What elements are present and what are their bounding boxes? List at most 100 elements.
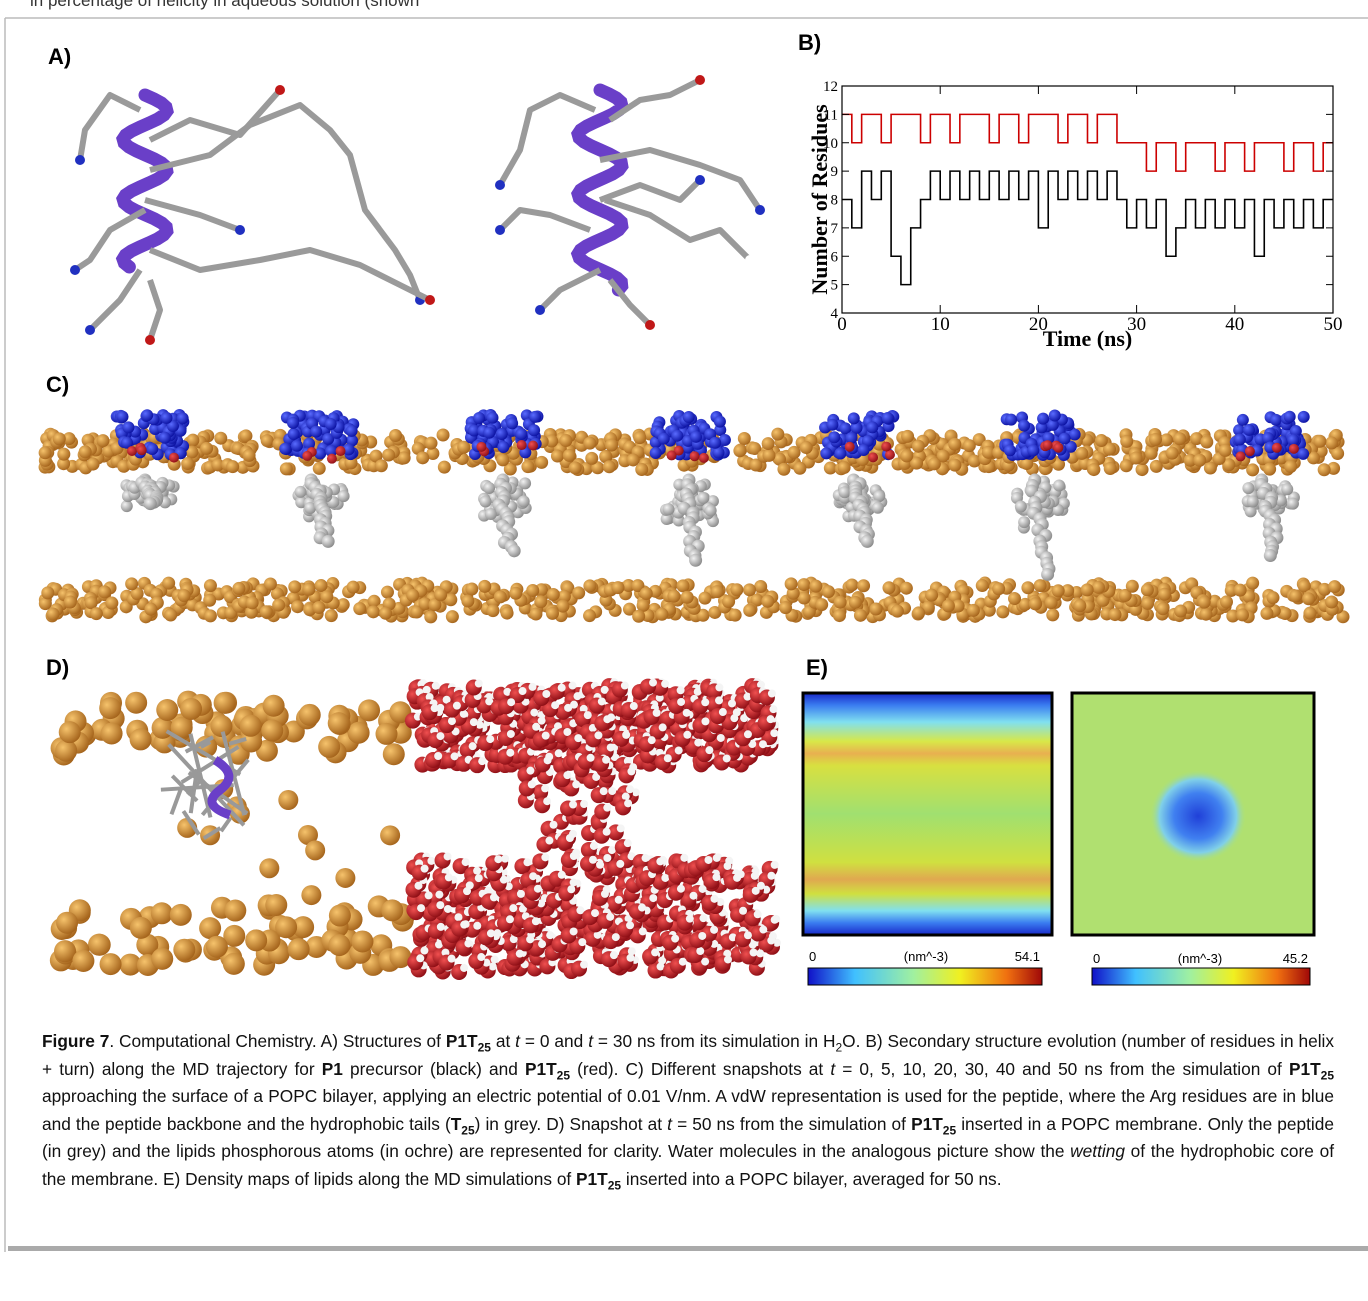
water-hydrogen	[664, 754, 672, 762]
water-hydrogen	[770, 729, 778, 737]
lipid-head	[226, 460, 239, 473]
side-chain	[500, 210, 590, 230]
lipid-head	[1220, 595, 1233, 608]
phosphorus	[278, 790, 298, 810]
phosphorus	[151, 902, 173, 924]
lipid-head	[144, 603, 157, 616]
arg-atom	[1270, 414, 1282, 426]
lipid-head	[729, 609, 742, 622]
side-chain	[150, 105, 420, 300]
water-hydrogen	[478, 757, 486, 765]
arg-atom	[1237, 414, 1249, 426]
phosphorus	[130, 728, 152, 750]
lipid-head	[204, 579, 217, 592]
water-hydrogen	[507, 730, 515, 738]
water-hydrogen	[723, 754, 731, 762]
arg-atom	[346, 425, 358, 437]
arg-atom	[473, 412, 485, 424]
lipid-head	[1045, 596, 1058, 609]
water-hydrogen	[543, 797, 551, 805]
lipid-head	[777, 463, 790, 476]
peptide-bond	[221, 818, 231, 832]
lipid-head	[572, 586, 585, 599]
tail-atom	[689, 554, 702, 567]
water-hydrogen	[608, 787, 616, 795]
lipid-head	[605, 439, 618, 452]
lipid-head	[901, 430, 914, 443]
phosphorus	[265, 894, 287, 916]
panel-label: E)	[806, 655, 828, 680]
lipid-head	[381, 586, 394, 599]
lipid-head	[39, 446, 52, 459]
atom	[755, 205, 765, 215]
phosphorus	[328, 934, 350, 956]
phosphorus	[288, 938, 310, 960]
water-hydrogen	[616, 860, 624, 868]
water-hydrogen	[566, 834, 574, 842]
lipid-head	[1145, 447, 1158, 460]
lipid-head	[478, 580, 491, 593]
caption-text: at	[491, 1031, 515, 1051]
phosphorus	[240, 715, 262, 737]
lipid-head	[501, 607, 514, 620]
phosphorus	[100, 953, 122, 975]
lipid-head	[320, 590, 333, 603]
lipid-head	[1266, 591, 1279, 604]
oxygen-atom	[1236, 451, 1246, 461]
peptide-atom	[1242, 482, 1254, 494]
oxygen-atom	[1289, 444, 1299, 454]
water-hydrogen	[769, 705, 777, 713]
water-hydrogen	[526, 935, 534, 943]
lipid-head	[797, 578, 810, 591]
water-hydrogen	[584, 711, 592, 719]
peptide-atom	[705, 505, 717, 517]
peptide-atom	[519, 477, 531, 489]
water-hydrogen	[744, 730, 752, 738]
water-hydrogen	[630, 702, 638, 710]
phosphorus	[89, 934, 111, 956]
water-hydrogen	[516, 950, 524, 958]
lipid-head	[882, 581, 895, 594]
caption-text: 25	[608, 1178, 621, 1192]
water-hydrogen	[587, 754, 595, 762]
water-hydrogen	[432, 682, 440, 690]
lipid-head	[1302, 592, 1315, 605]
lipid-head	[603, 460, 616, 473]
water-hydrogen	[612, 933, 620, 941]
lipid-head	[1008, 592, 1021, 605]
arg-atom	[690, 431, 702, 443]
caption-text: (red). C) Different snapshots at	[570, 1059, 830, 1079]
water-hydrogen	[649, 894, 657, 902]
peptide-atom	[663, 503, 675, 515]
lipid-head	[900, 582, 913, 595]
water-hydrogen	[462, 858, 470, 866]
lipid-head	[1279, 607, 1292, 620]
lipid-head	[996, 605, 1009, 618]
lipid-head	[461, 595, 474, 608]
lipid-head	[942, 599, 955, 612]
side-chain	[150, 250, 430, 300]
lipid-head	[178, 589, 191, 602]
lipid-head	[1141, 597, 1154, 610]
water-hydrogen	[529, 683, 537, 691]
water-hydrogen	[639, 927, 647, 935]
water-hydrogen	[417, 904, 425, 912]
caption-text: = 50 ns from the simulation of	[672, 1114, 911, 1134]
arg-atom	[1243, 424, 1255, 436]
arg-atom	[529, 411, 541, 423]
lipid-head	[375, 459, 388, 472]
water-hydrogen	[523, 858, 531, 866]
atom	[645, 320, 655, 330]
lipid-head	[1104, 462, 1117, 475]
water-hydrogen	[546, 931, 554, 939]
water-hydrogen	[750, 948, 758, 956]
water-hydrogen	[771, 861, 779, 869]
arg-atom	[1037, 413, 1049, 425]
water-hydrogen	[767, 872, 775, 880]
water-hydrogen	[528, 780, 536, 788]
water-hydrogen	[435, 891, 443, 899]
lipid-head	[424, 610, 437, 623]
water-hydrogen	[538, 717, 546, 725]
lipid-head	[585, 452, 598, 465]
lipid-head	[291, 600, 304, 613]
